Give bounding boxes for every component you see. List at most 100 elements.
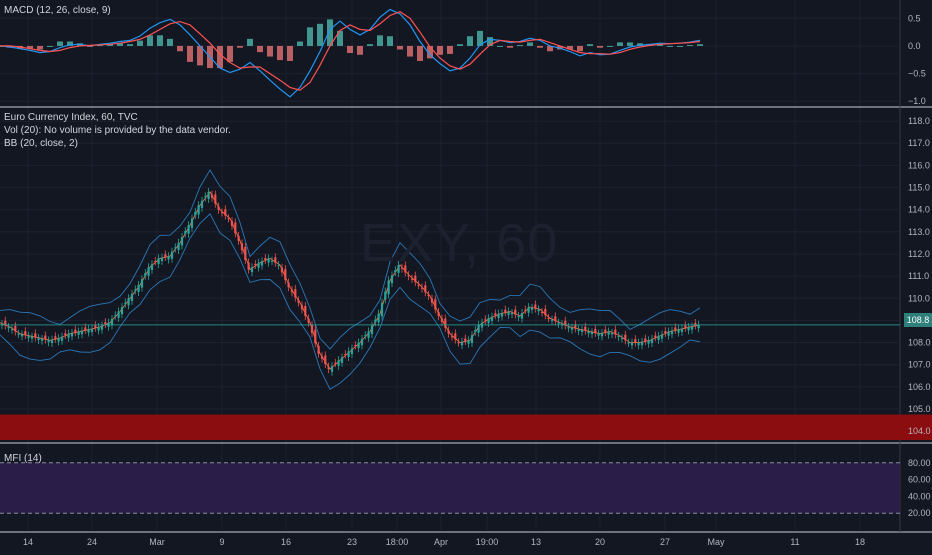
candle-body — [667, 331, 670, 336]
candle-body — [514, 309, 517, 315]
candle-body — [680, 328, 684, 332]
candle-body — [370, 325, 374, 335]
macd-histogram-bar — [237, 45, 243, 48]
candle-body — [617, 335, 620, 338]
candle-body — [464, 338, 467, 342]
candle-body — [147, 267, 150, 276]
macd-histogram-bar — [517, 45, 523, 47]
candle-body — [654, 335, 657, 338]
macd-tick-label: 0.5 — [908, 13, 921, 23]
candle-body — [584, 326, 587, 331]
candle-body — [170, 251, 174, 259]
candle-body — [374, 319, 377, 323]
macd-histogram-bar — [147, 35, 153, 46]
candle-body — [390, 275, 394, 284]
macd-histogram-bar — [277, 45, 283, 61]
macd-histogram-bar — [537, 45, 543, 48]
candle-body — [244, 246, 247, 260]
price-tick-label: 114.0 — [908, 205, 930, 215]
candle-body — [477, 324, 480, 333]
candle-body — [180, 236, 184, 246]
mfi-legend-title: MFI (14) — [4, 453, 42, 464]
macd-histogram-bar — [577, 45, 583, 52]
candle-body — [410, 278, 414, 280]
candle-body — [407, 275, 410, 277]
candle-body — [210, 194, 214, 198]
candle-body — [304, 306, 307, 316]
macd-histogram-bar — [417, 45, 423, 61]
candle-body — [620, 338, 624, 340]
candle-body — [97, 327, 100, 331]
candle-body — [670, 330, 674, 335]
candle-body — [20, 334, 24, 337]
x-axis-label: 11 — [790, 537, 799, 547]
macd-histogram-bar — [447, 45, 453, 54]
candle-body — [237, 235, 240, 241]
macd-histogram-bar — [497, 45, 503, 47]
price-tick-label: 118.0 — [908, 116, 930, 126]
macd-tick-label: −0.5 — [908, 69, 926, 79]
candle-body — [537, 309, 540, 312]
macd-histogram-bar — [97, 45, 103, 47]
mfi-tick-label: 80.00 — [908, 458, 931, 468]
candle-body — [450, 336, 454, 338]
macd-histogram-bar — [587, 44, 593, 46]
mfi-legend[interactable]: MFI (14) — [4, 452, 42, 465]
macd-histogram-bar — [317, 23, 323, 46]
candle-body — [120, 307, 124, 315]
candle-body — [60, 336, 64, 341]
candle-body — [200, 200, 204, 208]
candle-body — [314, 329, 317, 344]
candle-body — [267, 258, 270, 263]
candle-body — [380, 302, 384, 317]
macd-histogram-bar — [397, 45, 403, 50]
candle-body — [430, 298, 434, 303]
candle-body — [217, 206, 220, 210]
candle-body — [404, 265, 407, 273]
candle-body — [100, 325, 104, 330]
candle-body — [444, 318, 447, 328]
candle-body — [574, 324, 577, 329]
candle-body — [530, 307, 534, 310]
candle-body — [300, 305, 304, 310]
macd-histogram-bar — [297, 41, 303, 46]
price-tick-label: 105.0 — [908, 404, 931, 414]
candle-body — [580, 330, 584, 332]
candle-body — [230, 221, 234, 226]
macd-histogram-bar — [337, 30, 343, 46]
mfi-band-fill — [0, 462, 900, 514]
x-axis-label: 24 — [87, 537, 97, 547]
candle-body — [264, 258, 267, 260]
main-legend[interactable]: Euro Currency Index, 60, TVC Vol (20): N… — [4, 111, 231, 150]
candle-body — [647, 340, 650, 344]
macd-histogram-bar — [27, 45, 33, 49]
price-tick-label: 115.0 — [908, 183, 930, 193]
candle-body — [504, 309, 507, 313]
candle-body — [134, 289, 137, 291]
candle-body — [637, 342, 640, 346]
candle-body — [470, 335, 474, 343]
candle-body — [697, 324, 700, 329]
x-axis-label: 13 — [531, 537, 541, 547]
candle-body — [594, 328, 597, 333]
macd-histogram-bar — [177, 45, 183, 52]
candle-body — [354, 345, 357, 347]
candle-body — [440, 318, 444, 322]
candle-body — [94, 325, 97, 328]
x-axis-label: Apr — [434, 537, 448, 547]
candle-body — [494, 313, 497, 316]
x-axis-label: 16 — [281, 537, 291, 547]
candle-body — [327, 366, 330, 370]
macd-histogram-bar — [507, 45, 513, 48]
x-axis-label: 18:00 — [386, 537, 409, 547]
candle-body — [167, 256, 170, 260]
candle-body — [220, 212, 224, 214]
macd-histogram-bar — [47, 45, 53, 47]
candle-body — [510, 313, 514, 315]
candle-body — [630, 342, 634, 346]
macd-legend[interactable]: MACD (12, 26, close, 9) — [4, 4, 111, 17]
candle-body — [297, 300, 300, 303]
candle-body — [80, 330, 84, 335]
